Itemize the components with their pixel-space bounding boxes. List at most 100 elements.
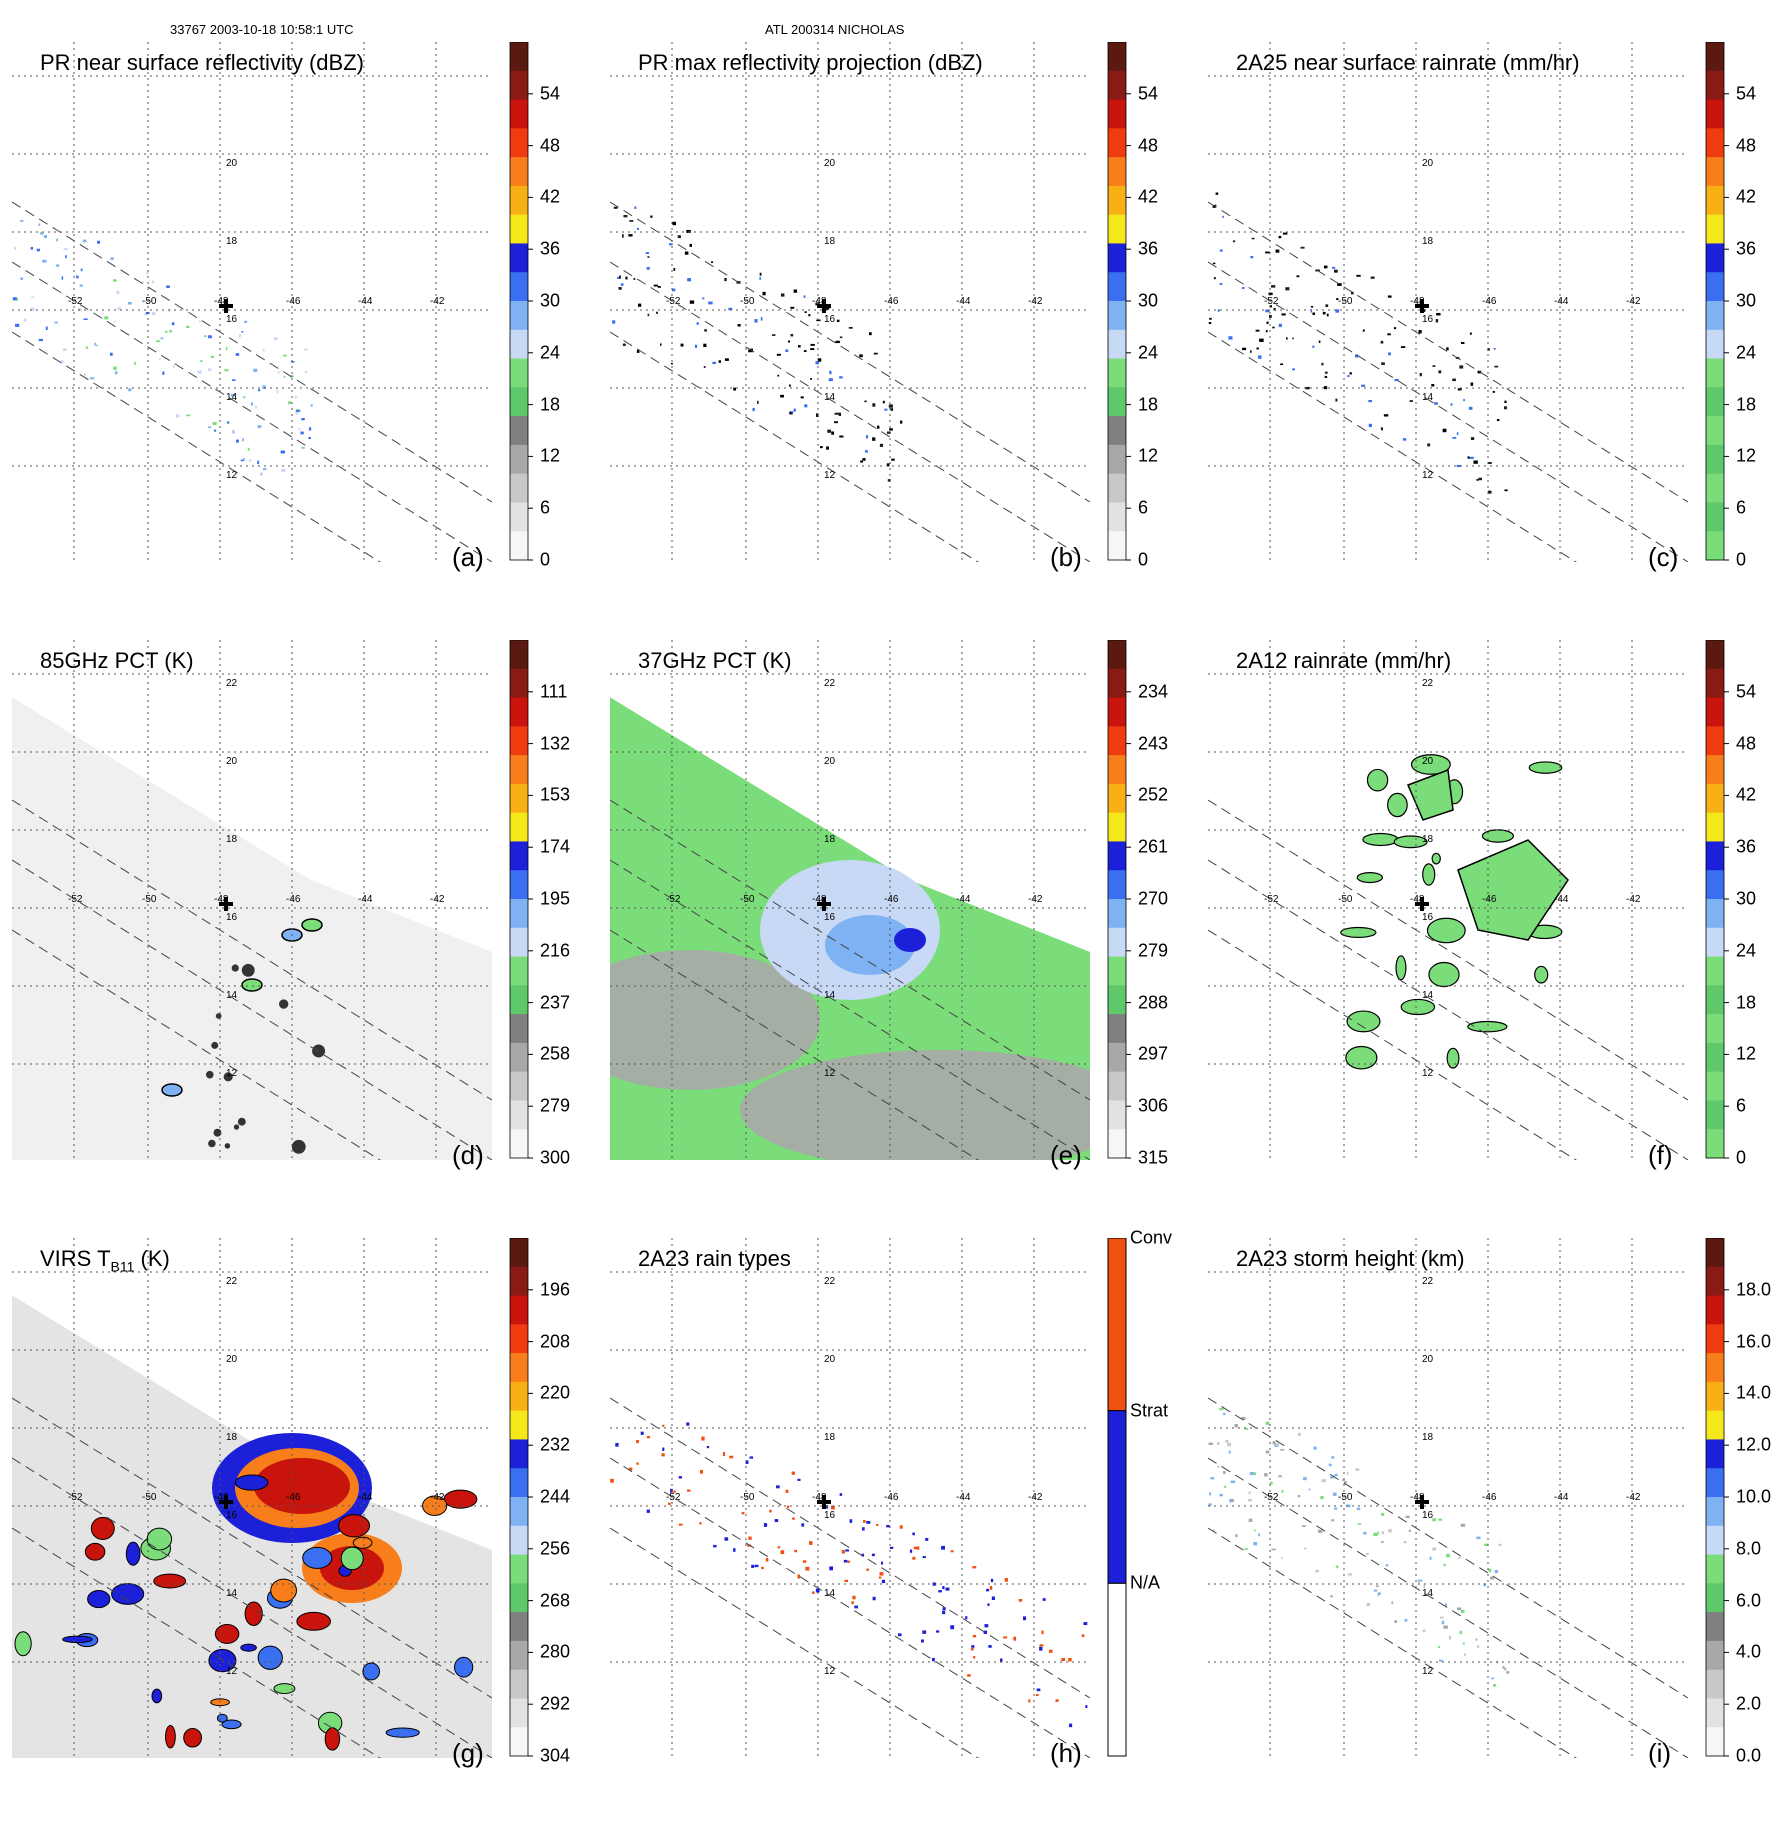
lat-tick-label: 16 (226, 314, 238, 325)
colorbar: 111 132 153 174 195 216 237 258 279 300 (502, 639, 612, 1240)
colorbar-segment (1108, 1042, 1126, 1073)
colorbar-segment (1108, 927, 1126, 958)
colorbar-label: 42 (1736, 784, 1757, 805)
colorbar-segment (510, 1100, 528, 1130)
panel-a: -52 -50 -48 -46 -44 -42 20 18 16 14 12 PR near surf… (12, 41, 612, 642)
lon-tick-label: -42 (430, 894, 445, 905)
lon-tick-label: -52 (1264, 296, 1279, 307)
colorbar-segment (1706, 726, 1724, 756)
colorbar-label: 0 (1736, 1147, 1747, 1168)
colorbar-segment (510, 1439, 528, 1469)
lon-tick-label: -46 (884, 296, 899, 307)
colorbar-label: 300 (540, 1147, 571, 1168)
colorbar-segment (510, 272, 528, 302)
swath-edge-line (610, 1397, 1090, 1699)
colorbar-label: 315 (1138, 1147, 1169, 1168)
panel-title: 85GHz PCT (K) (40, 648, 194, 673)
colorbar-label: 48 (1736, 733, 1757, 754)
colorbar-segment (510, 1612, 528, 1642)
colorbar: 196 208 220 232 244 256 268 280 292 304 (502, 1237, 612, 1838)
colorbar-segment (1108, 214, 1126, 244)
colorbar-segment (510, 42, 528, 72)
colorbar-label: 24 (540, 342, 561, 363)
map-area: -52 -50 -48 -46 -44 -42 22 20 18 16 14 12 (1208, 640, 1688, 1160)
colorbar-segment (510, 1640, 528, 1671)
colorbar-segment (510, 1129, 528, 1159)
colorbar: 54 48 42 36 30 24 18 12 6 0 (502, 41, 612, 642)
lat-tick-label: 18 (824, 1432, 836, 1443)
colorbar-segment (1108, 841, 1126, 871)
lon-tick-label: -48 (812, 296, 827, 307)
lon-tick-label: -52 (666, 894, 681, 905)
colorbar-segment (510, 1525, 528, 1556)
colorbar-segment (1706, 1266, 1724, 1297)
panel-letter: (g) (452, 1738, 484, 1768)
colorbar-segment (1706, 812, 1724, 842)
lat-tick-label: 16 (226, 912, 238, 923)
map-area: -52 -50 -48 -46 -44 -42 20 18 16 14 12 (610, 42, 1090, 562)
colorbar-segment (1108, 668, 1126, 699)
colorbar-segment (1706, 214, 1724, 244)
colorbar-segment (1706, 243, 1724, 273)
colorbar-segment (1108, 899, 1126, 929)
colorbar-segment (1706, 1583, 1724, 1613)
colorbar-segment (510, 1266, 528, 1297)
colorbar-label: 12 (1736, 445, 1757, 466)
storm-center-marker (219, 1495, 233, 1509)
lat-tick-label: 12 (1422, 1666, 1434, 1677)
swath-edge-line (610, 859, 1090, 1160)
lat-tick-label: 14 (1422, 990, 1434, 1001)
colorbar-label: 6 (1736, 1095, 1747, 1116)
colorbar-label: 18 (540, 394, 561, 415)
colorbar-label: 6 (540, 497, 551, 518)
colorbar-label: 288 (1138, 992, 1169, 1013)
colorbar-label: 12 (1736, 1043, 1757, 1064)
lat-tick-label: 22 (824, 1276, 836, 1287)
lon-tick-label: -52 (1264, 894, 1279, 905)
lat-tick-label: 12 (226, 1666, 238, 1677)
colorbar-label: 36 (1736, 238, 1757, 259)
colorbar-segment (1108, 697, 1126, 727)
lon-tick-label: -50 (1338, 894, 1353, 905)
colorbar-label: 24 (1138, 342, 1159, 363)
colorbar-label: 14.0 (1736, 1382, 1771, 1403)
swath-edge-line (1208, 859, 1688, 1160)
swath-edge-line (1208, 1397, 1688, 1699)
colorbar-segment (1108, 985, 1126, 1015)
lat-tick-label: 16 (1422, 912, 1434, 923)
panel-title: 2A23 rain types (638, 1246, 791, 1271)
lon-tick-label: -50 (740, 296, 755, 307)
colorbar-segment (510, 1583, 528, 1613)
colorbar-segment (1108, 870, 1126, 900)
lon-tick-label: -44 (358, 296, 373, 307)
lat-tick-label: 20 (226, 158, 238, 169)
lat-tick-label: 18 (226, 834, 238, 845)
lon-tick-label: -52 (666, 296, 681, 307)
lon-tick-label: -46 (1482, 894, 1497, 905)
lat-tick-label: 12 (1422, 470, 1434, 481)
colorbar-segment (510, 1468, 528, 1498)
lon-tick-label: -44 (956, 1492, 971, 1503)
colorbar-label: 0.0 (1736, 1745, 1762, 1766)
swath-edge-line (610, 799, 1090, 1101)
colorbar-label: 0 (540, 549, 551, 570)
colorbar-segment (510, 870, 528, 900)
colorbar-segment (510, 640, 528, 670)
swath-edge-line (1208, 261, 1688, 562)
colorbar-segment (1108, 1071, 1126, 1101)
colorbar-segment (1108, 243, 1126, 273)
colorbar-segment (1706, 444, 1724, 475)
lon-tick-label: -42 (1626, 894, 1641, 905)
colorbar-label: 54 (540, 83, 561, 104)
colorbar-label: 18 (1138, 394, 1159, 415)
lat-tick-label: 12 (226, 470, 238, 481)
colorbar-segment (1108, 70, 1126, 101)
colorbar-segment (1706, 1669, 1724, 1699)
map-area: -52 -50 -48 -46 -44 -42 22 20 18 16 14 12 (12, 640, 492, 1160)
colorbar-label: 153 (540, 784, 571, 805)
swath-edge-line (610, 1527, 979, 1758)
colorbar-label: 252 (1138, 784, 1169, 805)
lon-tick-label: -50 (142, 894, 157, 905)
colorbar-label: 42 (1736, 186, 1757, 207)
colorbar-segment (510, 956, 528, 986)
